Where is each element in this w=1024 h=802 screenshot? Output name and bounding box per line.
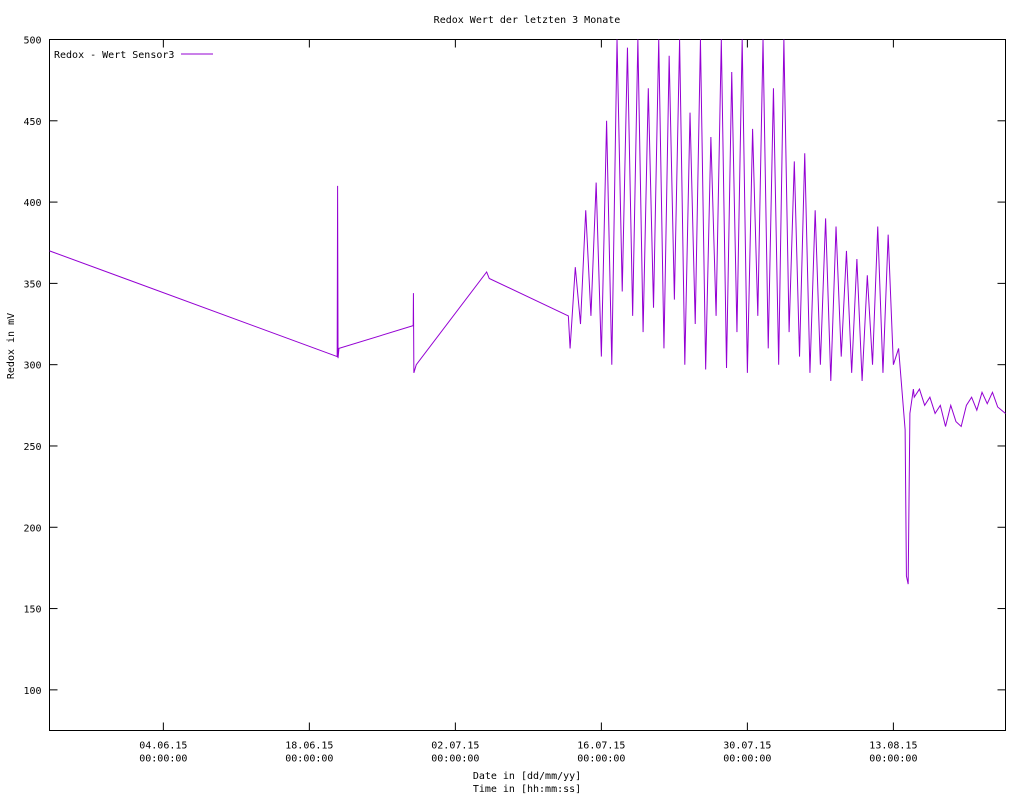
x-tick-label: 02.07.15 [431,741,479,752]
x-tick-label: 00:00:00 [139,754,187,765]
legend-label: Redox - Wert Sensor3 [54,50,174,61]
x-tick-label: 00:00:00 [869,754,917,765]
x-tick-label: 13.08.15 [869,741,917,752]
x-tick-label: 00:00:00 [577,754,625,765]
x-tick-label: 00:00:00 [723,754,771,765]
chart-title: Redox Wert der letzten 3 Monate [434,15,621,26]
x-tick-label: 00:00:00 [431,754,479,765]
y-tick-label: 150 [23,605,41,616]
data-line [49,39,1006,585]
y-tick-label: 250 [23,442,41,453]
y-axis-label: Redox in mV [6,313,17,379]
x-tick-label: 00:00:00 [285,754,333,765]
x-axis-label: Date in [dd/mm/yy] [473,771,581,782]
x-tick-label: 04.06.15 [139,741,187,752]
x-tick-label: 30.07.15 [723,741,771,752]
y-tick-label: 450 [23,117,41,128]
x-axis-label: Time in [hh:mm:ss] [473,784,581,795]
x-tick-label: 18.06.15 [285,741,333,752]
y-tick-label: 350 [23,279,41,290]
x-tick-label: 16.07.15 [577,741,625,752]
y-tick-label: 500 [23,36,41,47]
y-tick-label: 300 [23,361,41,372]
y-tick-label: 100 [23,686,41,697]
y-tick-label: 200 [23,523,41,534]
plot-frame [49,39,1006,731]
y-tick-label: 400 [23,198,41,209]
